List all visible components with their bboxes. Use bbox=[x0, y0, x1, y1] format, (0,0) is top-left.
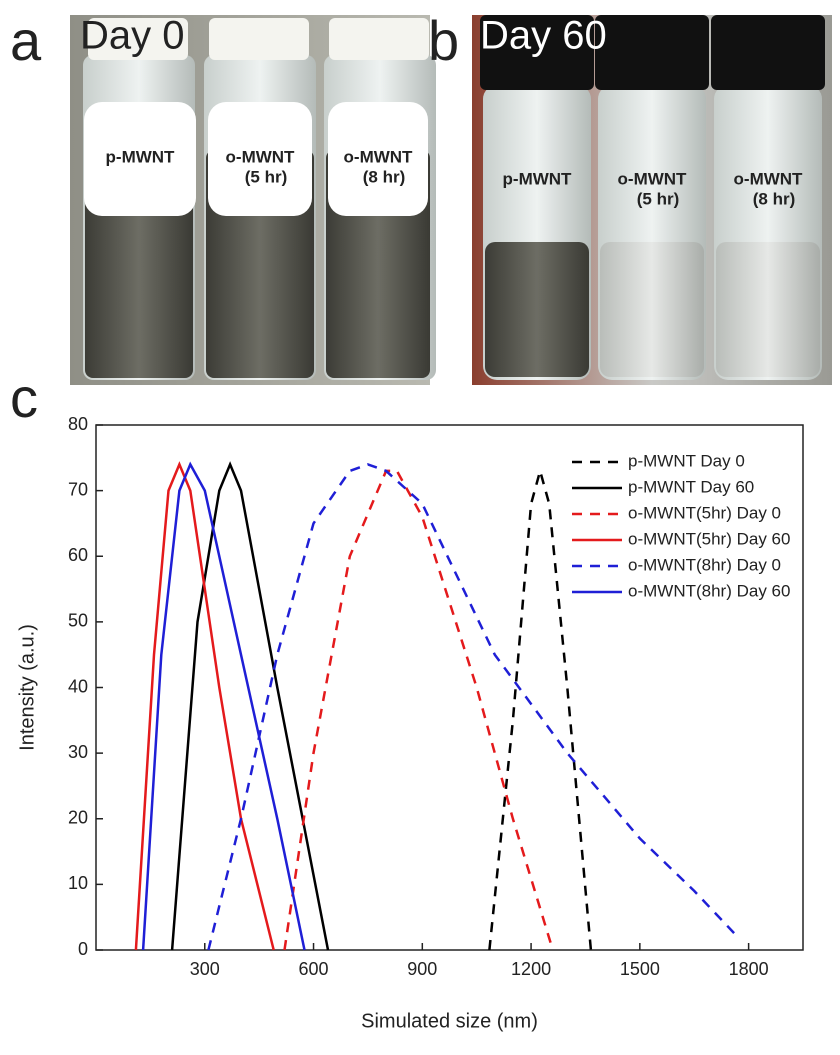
x-tick-label: 300 bbox=[190, 959, 220, 979]
x-tick-label: 1500 bbox=[620, 959, 660, 979]
legend-label: o-MWNT(5hr) Day 60 bbox=[628, 529, 790, 548]
x-tick-label: 600 bbox=[299, 959, 329, 979]
x-tick-label: 1200 bbox=[511, 959, 551, 979]
y-tick-label: 50 bbox=[68, 611, 88, 631]
data-line bbox=[170, 461, 330, 951]
legend-label: p-MWNT Day 60 bbox=[628, 477, 754, 496]
vial-label: p-MWNT bbox=[106, 147, 176, 166]
panel-letter: c bbox=[10, 366, 38, 429]
photo-b bbox=[472, 15, 832, 385]
legend-label: o-MWNT(5hr) Day 0 bbox=[628, 503, 781, 522]
photo-a bbox=[70, 15, 436, 385]
x-tick-label: 900 bbox=[407, 959, 437, 979]
y-tick-label: 10 bbox=[68, 873, 88, 893]
legend-label: p-MWNT Day 0 bbox=[628, 451, 745, 470]
y-tick-label: 20 bbox=[68, 808, 88, 828]
vial-label: (8 hr) bbox=[753, 189, 796, 208]
legend-label: o-MWNT(8hr) Day 60 bbox=[628, 581, 790, 600]
panel-letter: a bbox=[10, 9, 42, 72]
vial-label: (5 hr) bbox=[637, 189, 680, 208]
x-axis-title: Simulated size (nm) bbox=[361, 1010, 538, 1032]
x-tick-label: 1800 bbox=[729, 959, 769, 979]
y-tick-label: 80 bbox=[68, 414, 88, 434]
panel-letter: b bbox=[428, 9, 459, 72]
data-line bbox=[207, 463, 739, 951]
vial-label: o-MWNT bbox=[226, 147, 296, 166]
photo-title: Day 60 bbox=[480, 14, 607, 58]
vial-label: o-MWNT bbox=[734, 169, 804, 188]
y-tick-label: 30 bbox=[68, 742, 88, 762]
y-tick-label: 40 bbox=[68, 676, 88, 696]
chart: 0 10 20 30 40 50 60 70 80 300 600 900 1200 1500 1800 Si… bbox=[16, 414, 804, 1032]
data-line bbox=[141, 461, 306, 951]
vial-label: (8 hr) bbox=[363, 167, 406, 186]
vial-label: p-MWNT bbox=[503, 169, 573, 188]
y-axis-title: Intensity (a.u.) bbox=[16, 624, 38, 751]
legend-label: o-MWNT(8hr) Day 0 bbox=[628, 555, 781, 574]
vial-label: o-MWNT bbox=[618, 169, 688, 188]
y-tick-label: 0 bbox=[78, 939, 88, 959]
y-tick-label: 70 bbox=[68, 479, 88, 499]
vial-label: (5 hr) bbox=[245, 167, 288, 186]
vial-label: o-MWNT bbox=[344, 147, 414, 166]
photo-title: Day 0 bbox=[80, 14, 185, 58]
data-line bbox=[488, 466, 593, 951]
y-tick-label: 60 bbox=[68, 545, 88, 565]
